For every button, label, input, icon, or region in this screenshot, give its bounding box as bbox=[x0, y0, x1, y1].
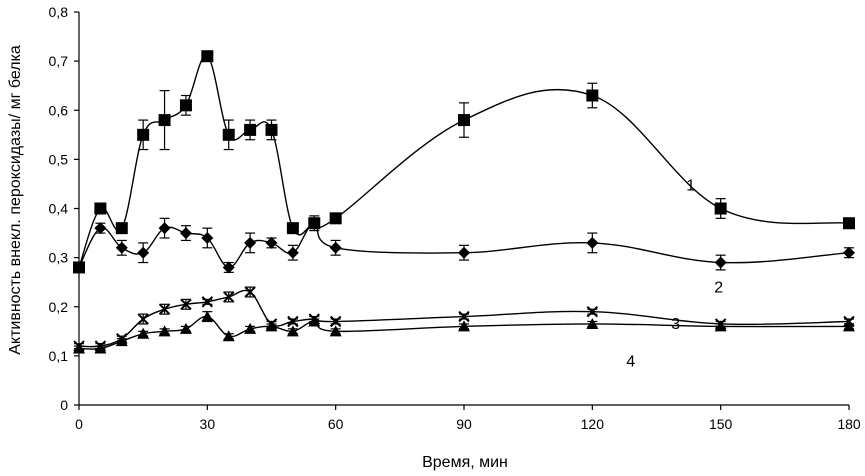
data-point-square bbox=[137, 128, 150, 141]
data-point-triangle bbox=[179, 322, 192, 334]
data-point-cross bbox=[458, 310, 470, 323]
x-tick-label: 180 bbox=[837, 416, 861, 432]
data-point-cross bbox=[223, 291, 235, 303]
y-tick-label: 0,2 bbox=[49, 299, 69, 315]
data-point-cross bbox=[137, 313, 149, 325]
data-point-cross bbox=[201, 296, 214, 308]
data-point-diamond bbox=[308, 217, 321, 230]
data-point-triangle bbox=[73, 342, 85, 354]
data-point-square bbox=[329, 212, 342, 225]
y-tick-label: 0,6 bbox=[49, 102, 69, 118]
y-tick-label: 0,3 bbox=[49, 250, 69, 266]
data-point-triangle bbox=[714, 320, 727, 332]
y-axis-title: Активность внекл. пероксидазы/ мг белка bbox=[7, 45, 24, 355]
y-tick-label: 0,8 bbox=[49, 4, 69, 20]
data-point-diamond bbox=[286, 246, 299, 259]
data-point-diamond bbox=[458, 246, 470, 259]
x-tick-label: 60 bbox=[328, 416, 344, 432]
data-point-diamond bbox=[714, 256, 727, 269]
data-point-square bbox=[115, 222, 128, 235]
data-point-diamond bbox=[265, 236, 278, 249]
data-point-diamond bbox=[222, 261, 235, 274]
data-point-square bbox=[201, 50, 214, 63]
series-2 bbox=[73, 215, 855, 274]
data-point-triangle bbox=[308, 315, 321, 327]
data-point-diamond bbox=[586, 236, 599, 249]
data-point-diamond bbox=[201, 231, 214, 244]
data-point-cross bbox=[244, 286, 256, 298]
series-3 bbox=[73, 286, 855, 352]
x-tick-label: 90 bbox=[456, 416, 472, 432]
data-point-square bbox=[843, 217, 855, 230]
y-axis-title-group: Активность внекл. пероксидазы/ мг белка bbox=[7, 45, 24, 355]
x-tick-label: 120 bbox=[581, 416, 605, 432]
data-point-square bbox=[265, 123, 278, 136]
series-4 bbox=[73, 310, 855, 354]
data-point-square bbox=[222, 128, 235, 141]
series-label-1: 1 bbox=[686, 178, 695, 195]
data-point-diamond bbox=[329, 241, 342, 254]
data-point-triangle bbox=[158, 325, 171, 337]
data-point-cross bbox=[287, 315, 299, 328]
data-point-diamond bbox=[158, 222, 171, 235]
data-point-triangle bbox=[286, 325, 299, 337]
y-tick-label: 0 bbox=[60, 397, 68, 413]
x-tick-label: 30 bbox=[200, 416, 216, 432]
x-tick-label: 0 bbox=[75, 416, 83, 432]
y-tick-label: 0,5 bbox=[49, 151, 69, 167]
data-point-triangle bbox=[222, 330, 235, 342]
data-point-diamond bbox=[73, 261, 85, 274]
data-point-square bbox=[714, 202, 727, 215]
data-point-square bbox=[158, 114, 171, 127]
y-tick-label: 0,1 bbox=[49, 348, 69, 364]
series-labels: 1 2 3 4 bbox=[626, 178, 723, 371]
data-point-square bbox=[586, 89, 599, 102]
data-point-diamond bbox=[244, 236, 257, 249]
series-label-2: 2 bbox=[714, 280, 723, 297]
data-point-cross bbox=[586, 305, 599, 318]
data-point-square bbox=[458, 114, 470, 127]
y-ticks: 0 0,1 0,2 0,3 0,4 0,5 0,6 0,7 0,8 bbox=[49, 4, 79, 413]
data-point-triangle bbox=[458, 320, 470, 332]
data-point-triangle bbox=[94, 342, 107, 354]
data-point-square bbox=[94, 202, 107, 215]
data-point-triangle bbox=[137, 327, 150, 339]
series-label-4: 4 bbox=[626, 353, 635, 370]
data-point-cross bbox=[158, 303, 171, 315]
data-point-diamond bbox=[94, 222, 107, 235]
y-tick-label: 0,4 bbox=[49, 201, 69, 217]
data-point-triangle bbox=[843, 320, 855, 332]
x-ticks: 0 30 60 90 120 150 180 bbox=[75, 405, 861, 432]
data-point-cross bbox=[329, 315, 342, 328]
data-point-triangle bbox=[586, 317, 599, 329]
data-point-cross bbox=[180, 298, 192, 311]
data-point-diamond bbox=[179, 227, 192, 240]
x-axis-title: Время, мин bbox=[422, 454, 508, 471]
data-point-diamond bbox=[115, 241, 128, 254]
data-point-diamond bbox=[137, 246, 150, 259]
data-point-square bbox=[179, 99, 192, 112]
series-layer bbox=[73, 50, 855, 354]
data-point-triangle bbox=[265, 320, 278, 332]
axes bbox=[78, 12, 849, 406]
x-tick-label: 150 bbox=[709, 416, 733, 432]
series-1 bbox=[73, 50, 855, 274]
y-tick-label: 0,7 bbox=[49, 53, 69, 69]
data-point-diamond bbox=[843, 246, 855, 259]
data-point-square bbox=[286, 222, 299, 235]
data-point-triangle bbox=[244, 322, 257, 334]
data-point-square bbox=[244, 123, 257, 136]
data-point-triangle bbox=[115, 335, 128, 347]
series-label-3: 3 bbox=[671, 316, 680, 333]
data-point-triangle bbox=[329, 325, 342, 337]
data-point-triangle bbox=[201, 310, 214, 322]
series-line-1 bbox=[78, 55, 850, 268]
